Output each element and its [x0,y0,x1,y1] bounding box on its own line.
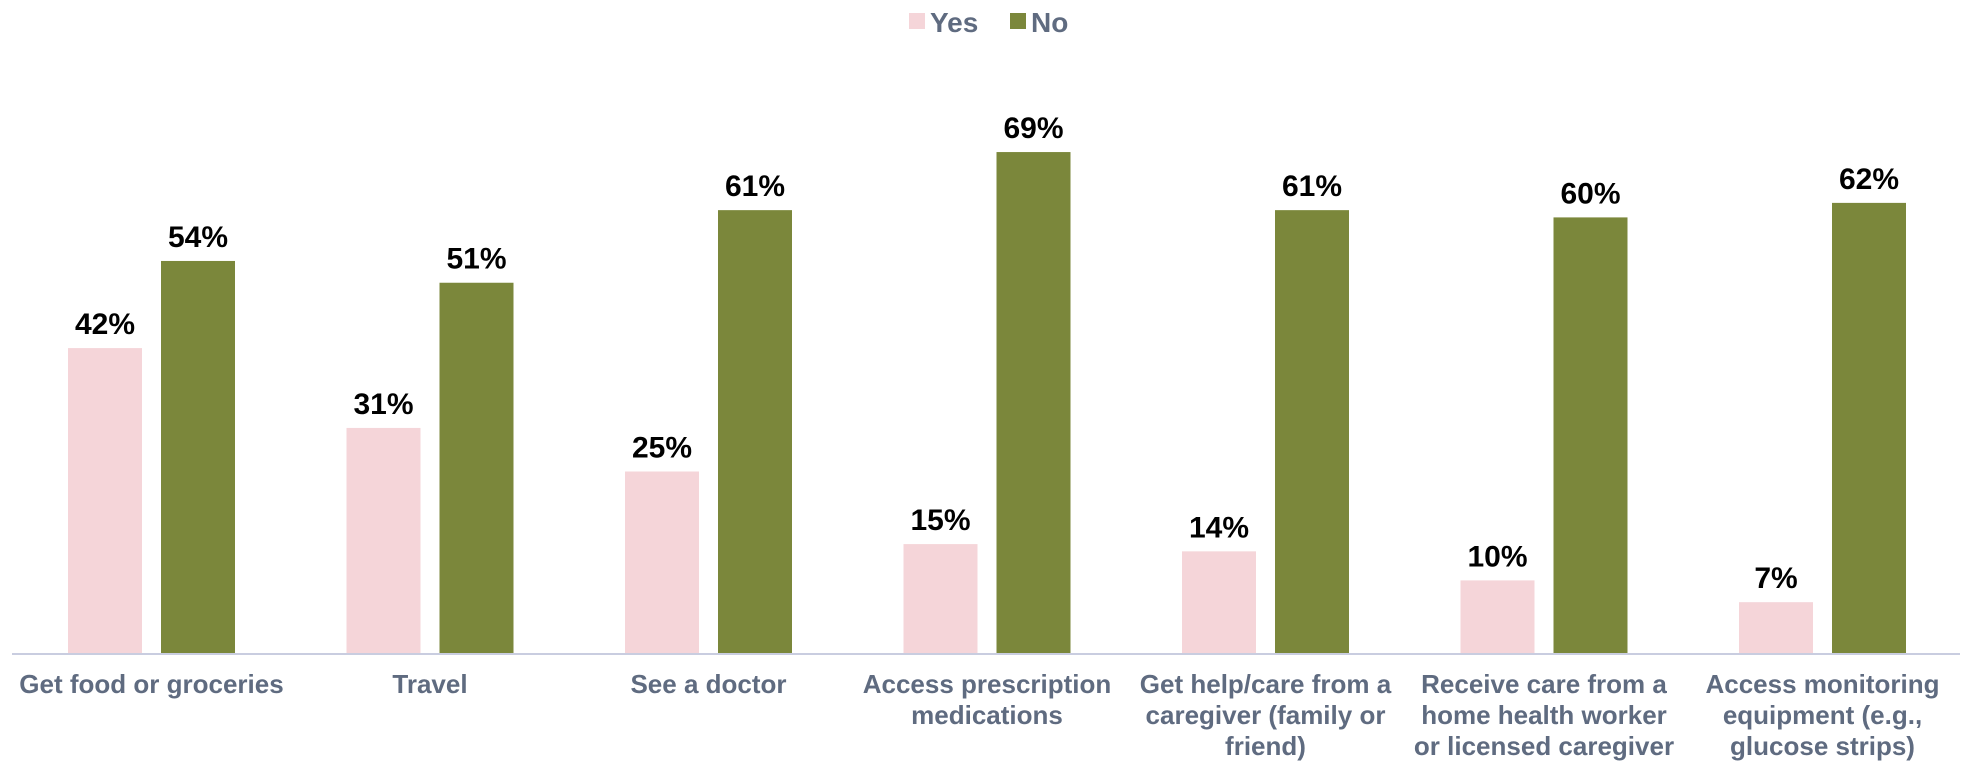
category-labels: Get food or groceries Travel See a doctor A… [19,669,1939,761]
data-label-yes-0: 42% [75,308,135,341]
category-label-line: Receive care from a [1421,669,1667,699]
data-label-yes-5: 10% [1467,540,1527,573]
legend-item-yes: Yes [909,7,978,38]
bar-yes-5 [1460,580,1535,653]
data-label-no-2: 61% [725,170,785,203]
legend-swatch-yes [909,13,925,29]
data-label-no-4: 61% [1282,170,1342,203]
bar-yes-0 [68,348,142,653]
bars [68,152,1906,653]
category-label-5: Receive care from a home health worker or … [1414,669,1674,761]
data-label-no-3: 69% [1003,112,1063,145]
data-label-yes-3: 15% [910,504,970,537]
category-label-6: Access monitoring equipment (e.g., glucose… [1705,669,1939,761]
legend-swatch-no [1010,13,1026,29]
category-label-0: Get food or groceries [19,669,283,699]
category-label-line: See a doctor [630,669,786,699]
category-label-line: Get help/care from a [1140,669,1392,699]
data-label-yes-1: 31% [353,388,413,421]
value-labels: 42% 54% 31% 51% 25% 61% 15% 69% 14% 61% 10% 60% 7% 62… [75,112,1899,595]
data-label-yes-2: 25% [632,432,692,465]
data-label-no-1: 51% [446,243,506,276]
data-label-yes-4: 14% [1189,511,1249,544]
category-label-line: Access prescription [863,669,1112,699]
bar-no-3 [996,152,1071,653]
bar-yes-3 [903,544,978,653]
legend-item-no: No [1010,7,1068,38]
category-label-line: friend) [1225,731,1306,761]
bar-yes-4 [1182,551,1256,653]
bar-yes-2 [625,471,699,653]
category-label-2: See a doctor [630,669,786,699]
category-label-3: Access prescription medications [863,669,1112,730]
legend: Yes No [909,7,1068,38]
data-label-no-6: 62% [1839,163,1899,196]
bar-no-6 [1832,202,1906,653]
bar-no-0 [161,260,235,653]
category-label-line: equipment (e.g., [1723,700,1922,730]
bar-no-5 [1553,217,1628,653]
category-label-line: caregiver (family or [1146,700,1386,730]
bar-no-1 [439,282,514,653]
category-label-line: or licensed caregiver [1414,731,1674,761]
data-label-no-0: 54% [168,221,228,254]
category-label-line: Travel [392,669,467,699]
data-label-yes-6: 7% [1754,562,1797,595]
category-label-line: home health worker [1421,700,1667,730]
category-label-line: Get food or groceries [19,669,283,699]
category-label-1: Travel [392,669,467,699]
legend-label-no: No [1031,7,1068,38]
bar-no-2 [718,210,792,653]
category-label-line: Access monitoring [1705,669,1939,699]
bar-yes-1 [346,427,421,653]
legend-label-yes: Yes [930,7,978,38]
category-label-line: medications [911,700,1063,730]
bar-no-4 [1275,210,1349,653]
category-label-4: Get help/care from a caregiver (family or… [1140,669,1392,761]
category-label-line: glucose strips) [1730,731,1915,761]
data-label-no-5: 60% [1560,177,1620,210]
bar-yes-6 [1739,602,1813,653]
